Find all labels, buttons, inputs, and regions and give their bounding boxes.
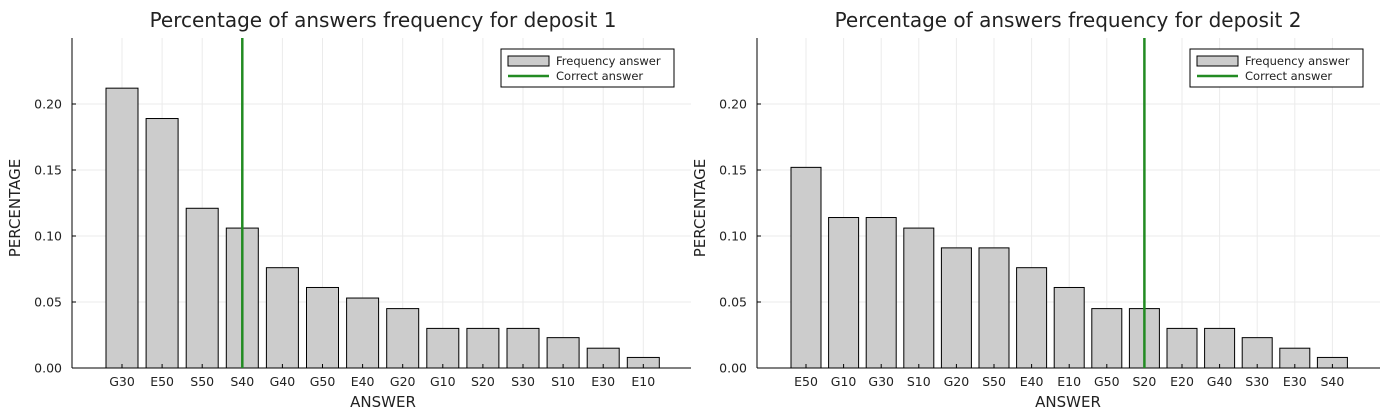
bar-g10 (828, 217, 860, 369)
x-tick-label: E50 (150, 374, 174, 389)
chart-title: Percentage of answers frequency for depo… (150, 8, 617, 32)
x-tick-label: S50 (982, 374, 1006, 389)
bar-s10 (546, 337, 580, 369)
bar-e10 (1053, 286, 1085, 369)
legend-label-frequency: Frequency answer (1245, 54, 1350, 68)
y-axis-label: PERCENTAGE (691, 159, 709, 257)
x-tick-label: E40 (351, 374, 375, 389)
bar-s30 (506, 327, 540, 369)
x-tick-label: G10 (831, 374, 857, 389)
bar-g30 (865, 217, 897, 369)
x-tick-label: G40 (270, 374, 296, 389)
x-tick-label: G10 (430, 374, 456, 389)
x-tick-label: G30 (109, 374, 135, 389)
x-tick-label: E10 (631, 374, 655, 389)
x-tick-label: G50 (1094, 374, 1120, 389)
bar-e40 (346, 297, 380, 369)
legend-label-correct: Correct answer (556, 69, 643, 83)
bar-e50 (145, 118, 179, 369)
x-tick-label: G50 (310, 374, 336, 389)
y-tick-label: 0.05 (719, 295, 747, 310)
y-tick-label: 0.05 (34, 295, 62, 310)
bar-g50 (306, 286, 339, 369)
x-tick-label: G30 (868, 374, 894, 389)
bar-g20 (940, 247, 972, 369)
legend-swatch-frequency (507, 55, 550, 67)
chart-panel-2: 0.00 0.05 0.10 0.15 0.20 E50 G10 G30 S10 G20 S50 E4… (691, 8, 1380, 411)
x-tick-label: S30 (511, 374, 535, 389)
bar-e50 (790, 166, 822, 369)
x-tick-label: S10 (551, 374, 575, 389)
y-tick-label: 0.20 (34, 97, 62, 112)
y-tick-label: 0.20 (719, 97, 747, 112)
x-tick-label: G20 (390, 374, 416, 389)
legend-box (500, 48, 675, 88)
x-tick-label: S50 (190, 374, 214, 389)
chart-title: Percentage of answers frequency for depo… (835, 8, 1302, 32)
bar-g40 (265, 267, 299, 369)
x-tick-label: G40 (1207, 374, 1233, 389)
x-tick-label: E10 (1057, 374, 1081, 389)
x-tick-label: S30 (1245, 374, 1269, 389)
bar-g50 (1091, 308, 1123, 369)
bar-s50 (978, 247, 1010, 369)
x-tick-label: E40 (1020, 374, 1044, 389)
x-tick-label: G20 (944, 374, 970, 389)
bar-g30 (105, 87, 139, 369)
y-axis-label: PERCENTAGE (6, 159, 24, 257)
legend-label-correct: Correct answer (1245, 69, 1332, 83)
x-axis-label: ANSWER (350, 393, 416, 411)
y-tick-label: 0.15 (34, 163, 62, 178)
legend-label-frequency: Frequency answer (556, 54, 661, 68)
bar-s30 (1241, 337, 1273, 369)
bar-s50 (185, 207, 219, 369)
x-tick-label: S40 (230, 374, 254, 389)
bar-e20 (1166, 327, 1198, 369)
bar-g40 (1204, 327, 1236, 369)
legend-box (1189, 48, 1364, 88)
bar-s10 (903, 227, 935, 369)
x-tick-label: E30 (591, 374, 615, 389)
y-tick-label: 0.10 (34, 229, 62, 244)
x-axis-label: ANSWER (1035, 393, 1101, 411)
x-tick-label: S20 (471, 374, 495, 389)
chart-panel-1: 0.00 0.05 0.10 0.15 0.20 G30 E50 S50 S40 G40 G50 E4… (6, 8, 691, 411)
bar-g20 (386, 308, 420, 369)
y-tick-label: 0.10 (719, 229, 747, 244)
x-tick-label: E20 (1170, 374, 1194, 389)
x-tick-label: S40 (1320, 374, 1344, 389)
y-tick-label: 0.00 (34, 361, 62, 376)
y-tick-label: 0.00 (719, 361, 747, 376)
bar-s20 (466, 327, 500, 369)
bar-e40 (1016, 267, 1048, 369)
bar-g10 (426, 327, 460, 369)
x-tick-label: S20 (1132, 374, 1156, 389)
x-tick-label: S10 (907, 374, 931, 389)
legend-swatch-frequency (1196, 55, 1239, 67)
x-tick-label: E50 (794, 374, 818, 389)
x-tick-label: E30 (1283, 374, 1307, 389)
y-tick-label: 0.15 (719, 163, 747, 178)
